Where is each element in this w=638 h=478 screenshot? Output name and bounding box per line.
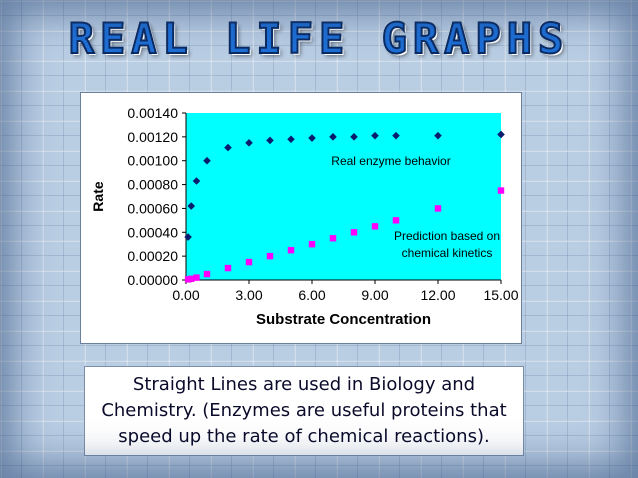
x-tick-label: 3.00 [235, 287, 262, 303]
data-point-real [287, 135, 295, 144]
annotation-prediction-line: Prediction based on [394, 229, 500, 243]
data-point-prediction [350, 229, 358, 236]
y-tick-labels: 0.00000 0.00020 0.00040 0.00060 0.00080 0.001… [127, 105, 178, 288]
x-tick-label: 6.00 [298, 287, 325, 303]
enzyme-rate-chart: 0.000000.000200.000400.000600.000800.001… [90, 105, 519, 328]
data-point-real [203, 156, 211, 165]
y-tick-label: 0.00060 [127, 200, 178, 216]
data-point-prediction [224, 264, 232, 272]
axes [182, 112, 502, 284]
y-tick-label: 0.00000 [127, 272, 178, 288]
data-point-prediction [266, 252, 274, 260]
annotations: Real enzyme behavior Prediction based on c… [331, 154, 500, 260]
annotation-prediction-line: chemical kinetics [402, 246, 493, 260]
data-point-real [187, 202, 196, 210]
series-prediction [184, 187, 505, 283]
y-tick-label: 0.00140 [127, 105, 178, 121]
data-point-real [184, 233, 192, 241]
annotation-prediction: Prediction based on chemical kinetics [394, 229, 500, 260]
data-point-real [192, 177, 201, 185]
annotation-real: Real enzyme behavior [331, 154, 450, 168]
caption-box: Straight Lines are used in Biology and C… [84, 366, 524, 456]
data-point-prediction [188, 275, 195, 283]
x-tick-label: 0.00 [172, 287, 199, 303]
data-point-prediction [497, 187, 505, 194]
y-tick-label: 0.00080 [127, 177, 178, 193]
data-point-prediction [287, 246, 295, 254]
x-tick-labels: 0.00 3.00 6.00 9.00 12.00 15.00 [172, 287, 518, 303]
y-tick-label: 0.00040 [127, 224, 178, 240]
chart-container: 0.00000 0.00020 0.00040 0.00060 0.00080 0.001… [80, 92, 522, 344]
x-tick-label: 15.00 [483, 287, 518, 303]
data-point-prediction [203, 270, 211, 278]
y-tick-label: 0.00020 [127, 248, 178, 264]
x-tick-label: 9.00 [361, 287, 388, 303]
data-point-prediction [245, 258, 253, 266]
caption-text: Straight Lines are used in Biology and C… [101, 374, 507, 447]
y-tick-label: 0.00100 [127, 153, 178, 169]
data-point-prediction [434, 205, 442, 212]
data-point-prediction [308, 241, 316, 248]
x-axis-label: Substrate Concentration [256, 311, 431, 328]
data-point-real [329, 133, 337, 141]
plot-area [186, 113, 501, 280]
data-point-real [350, 133, 358, 141]
y-axis-label: Rate [90, 181, 106, 212]
data-point-real [224, 143, 232, 152]
data-point-prediction [193, 274, 200, 281]
slide-title: REAL LIFE GRAPHS [68, 13, 570, 64]
data-point-prediction [392, 217, 400, 224]
y-tick-label: 0.00120 [127, 129, 178, 145]
data-point-prediction [329, 235, 337, 242]
x-tick-label: 12.00 [420, 287, 455, 303]
data-point-prediction [371, 223, 379, 230]
